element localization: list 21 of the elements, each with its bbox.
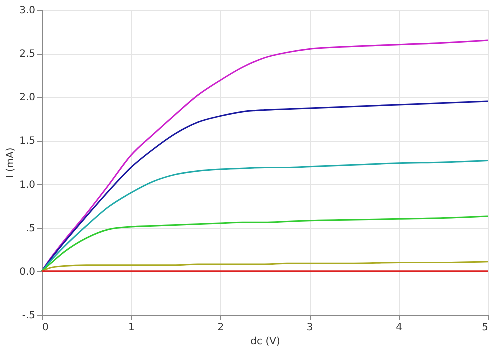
- y-tick-label: 1.5: [20, 136, 36, 148]
- y-tick-label: 2.5: [20, 49, 36, 60]
- line-series: [41, 160, 489, 272]
- y-tick-label: 2.0: [20, 92, 36, 104]
- x-tick-label: 5: [482, 322, 488, 334]
- x-tick-label: 0: [42, 322, 49, 334]
- x-tick-label: 1: [128, 322, 135, 334]
- x-axis-title: dc (V): [250, 336, 280, 348]
- y-tick-label: -.5: [22, 310, 36, 322]
- line-series: [41, 261, 489, 272]
- line-series: [41, 216, 489, 272]
- x-tick-label: 2: [218, 322, 224, 334]
- line-series: [41, 40, 489, 272]
- x-tick-label: 4: [396, 322, 402, 334]
- y-tick-label: 1.0: [20, 180, 36, 191]
- y-tick-label: 3.0: [20, 6, 36, 16]
- y-tick-label: 0.0: [20, 266, 36, 278]
- line-series: [41, 100, 489, 272]
- y-axis-title: I (mA): [6, 148, 17, 178]
- x-tick-label: 3: [306, 322, 314, 334]
- y-tick-label: .5: [26, 223, 36, 234]
